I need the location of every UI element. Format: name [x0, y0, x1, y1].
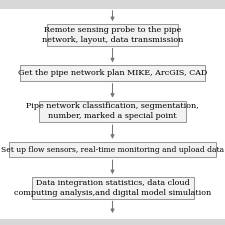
FancyBboxPatch shape	[39, 101, 186, 122]
FancyBboxPatch shape	[32, 177, 194, 199]
Bar	[0, 219, 225, 225]
FancyBboxPatch shape	[9, 142, 216, 157]
Text: Pipe network classification, segmentation,
number, marked a special point: Pipe network classification, segmentatio…	[26, 102, 199, 120]
FancyBboxPatch shape	[20, 65, 205, 81]
Text: Set up flow sensors, real-time monitoring and upload data: Set up flow sensors, real-time monitorin…	[1, 146, 224, 154]
Text: Get the pipe network plan MIKE, ArcGIS, CAD: Get the pipe network plan MIKE, ArcGIS, …	[18, 69, 207, 77]
FancyBboxPatch shape	[47, 24, 178, 45]
Text: Data integration statistics, data cloud
computing analysis,and digital model sim: Data integration statistics, data cloud …	[14, 179, 211, 197]
Bar	[0, 0, 225, 9]
Text: Remote sensing probe to the pipe
network, layout, data transmission: Remote sensing probe to the pipe network…	[42, 26, 183, 44]
